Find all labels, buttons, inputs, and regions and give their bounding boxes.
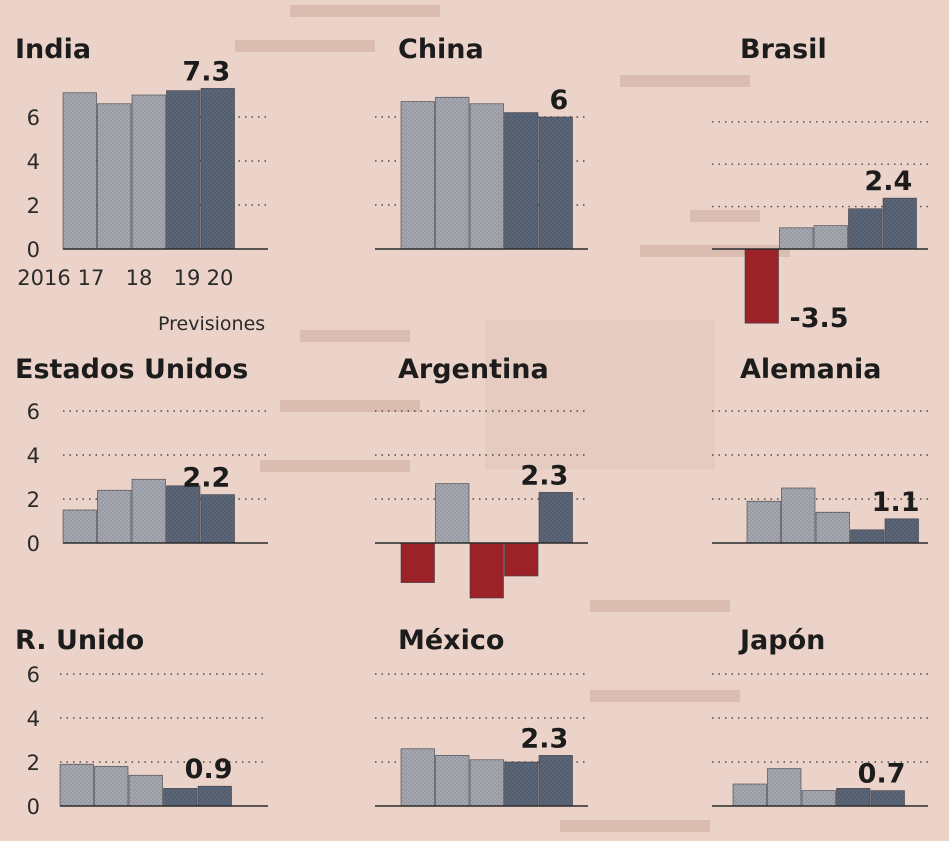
y-tick-label: 4 [27, 707, 40, 731]
y-tick-label: 0 [27, 532, 40, 556]
chart-title-india: India [15, 34, 91, 65]
value-label-argentina: 2.3 [520, 460, 568, 491]
y-tick-label: 6 [27, 663, 40, 687]
bar-estados-unidos-18 [131, 478, 166, 544]
y-tick-label: 6 [27, 400, 40, 424]
y-tick-label: 4 [27, 444, 40, 468]
bar-japon-2016 [732, 783, 767, 807]
chart-india: India 7.3 0 2 4 6 2016 17 18 19 20 Previsiones [15, 34, 268, 335]
bar-alemania-2016 [746, 500, 781, 544]
bar-argentina-19 [504, 542, 539, 577]
chart-title-brasil: Brasil [740, 34, 827, 65]
chart-japon: Japón 0.7 [712, 625, 928, 807]
bar-argentina-20 [538, 492, 573, 544]
bar-argentina-18 [469, 542, 504, 599]
chart-mexico: México 2.3 [375, 625, 588, 807]
bar-mexico-2016 [400, 748, 435, 807]
chart-title-china: China [398, 34, 484, 65]
value-label-alemania: 1.1 [872, 487, 920, 518]
bar-japon-20 [870, 790, 905, 807]
chart-title-estados-unidos: Estados Unidos [15, 354, 248, 385]
bar-alemania-18 [815, 511, 850, 544]
bar-japon-17 [767, 768, 802, 807]
bar-estados-unidos-19 [166, 485, 201, 544]
bar-india-18 [131, 94, 166, 250]
bar-mexico-17 [435, 755, 470, 807]
bar-brasil-2016 [744, 248, 779, 324]
value-label-r-unido: 0.9 [185, 754, 233, 785]
chart-title-japon: Japón [738, 625, 825, 656]
bar-alemania-17 [781, 487, 816, 544]
chart-title-r-unido: R. Unido [15, 625, 144, 656]
y-tick-label: 6 [27, 106, 40, 130]
value-label-india: 7.3 [182, 56, 230, 87]
forecast-note: Previsiones [158, 313, 265, 335]
bar-argentina-2016 [400, 542, 435, 583]
x-tick-label: 17 [78, 266, 105, 290]
y-tick-label: 2 [27, 488, 40, 512]
bar-india-20 [200, 88, 235, 250]
bar-china-18 [469, 103, 504, 250]
chart-r-unido: R. Unido 0.9 0 2 4 6 [15, 625, 268, 819]
bar-brasil-18 [813, 225, 848, 250]
bar-japon-19 [836, 788, 871, 807]
x-tick-label: 18 [126, 266, 153, 290]
bar-india-19 [166, 90, 201, 250]
bar-japon-18 [801, 790, 836, 807]
bar-mexico-18 [469, 759, 504, 807]
bar-brasil-19 [848, 208, 883, 250]
value-label-japon: 0.7 [858, 759, 906, 790]
bar-r-unido-18 [128, 774, 163, 807]
chart-brasil: Brasil 2.4 -3.5 [712, 34, 928, 334]
bar-china-17 [435, 96, 470, 250]
bar-r-unido-2016 [59, 763, 94, 807]
y-tick-label: 4 [27, 150, 40, 174]
bar-estados-unidos-20 [200, 494, 235, 544]
bar-estados-unidos-17 [97, 489, 132, 544]
y-tick-label: 2 [27, 194, 40, 218]
y-tick-label: 0 [27, 238, 40, 262]
chart-title-argentina: Argentina [398, 354, 549, 385]
bar-r-unido-17 [94, 766, 129, 807]
bar-mexico-20 [538, 755, 573, 807]
value-label-china: 6 [549, 85, 568, 116]
bar-alemania-20 [884, 518, 919, 544]
value-label-mexico: 2.3 [520, 723, 568, 754]
bar-china-2016 [400, 101, 435, 250]
bar-brasil-17 [779, 227, 814, 250]
bar-r-unido-19 [163, 788, 198, 807]
bar-china-20 [538, 116, 573, 250]
x-tick-label: 20 [207, 266, 234, 290]
y-tick-label: 2 [27, 751, 40, 775]
y-tick-label: 0 [27, 795, 40, 819]
bar-india-2016 [62, 92, 97, 250]
bar-mexico-19 [504, 761, 539, 807]
value-label-estados-unidos: 2.2 [182, 463, 230, 494]
x-tick-label: 19 [174, 266, 201, 290]
neg-value-label-brasil: -3.5 [790, 303, 849, 334]
chart-title-alemania: Alemania [740, 354, 882, 385]
bar-india-17 [97, 103, 132, 250]
chart-argentina: Argentina 2.3 [375, 354, 588, 599]
x-tick-label: 2016 [17, 266, 70, 290]
chart-alemania: Alemania 1.1 [712, 354, 928, 544]
bar-brasil-20 [882, 197, 917, 250]
bar-r-unido-20 [197, 785, 232, 807]
bar-alemania-19 [850, 529, 885, 544]
chart-estados-unidos: Estados Unidos 2.2 0 2 4 6 [15, 354, 268, 556]
chart-china: China 6 [375, 34, 588, 250]
bar-argentina-17 [435, 483, 470, 544]
bar-china-19 [504, 112, 539, 250]
value-label-brasil: 2.4 [864, 166, 912, 197]
bar-estados-unidos-2016 [62, 509, 97, 544]
chart-title-mexico: México [398, 625, 504, 656]
